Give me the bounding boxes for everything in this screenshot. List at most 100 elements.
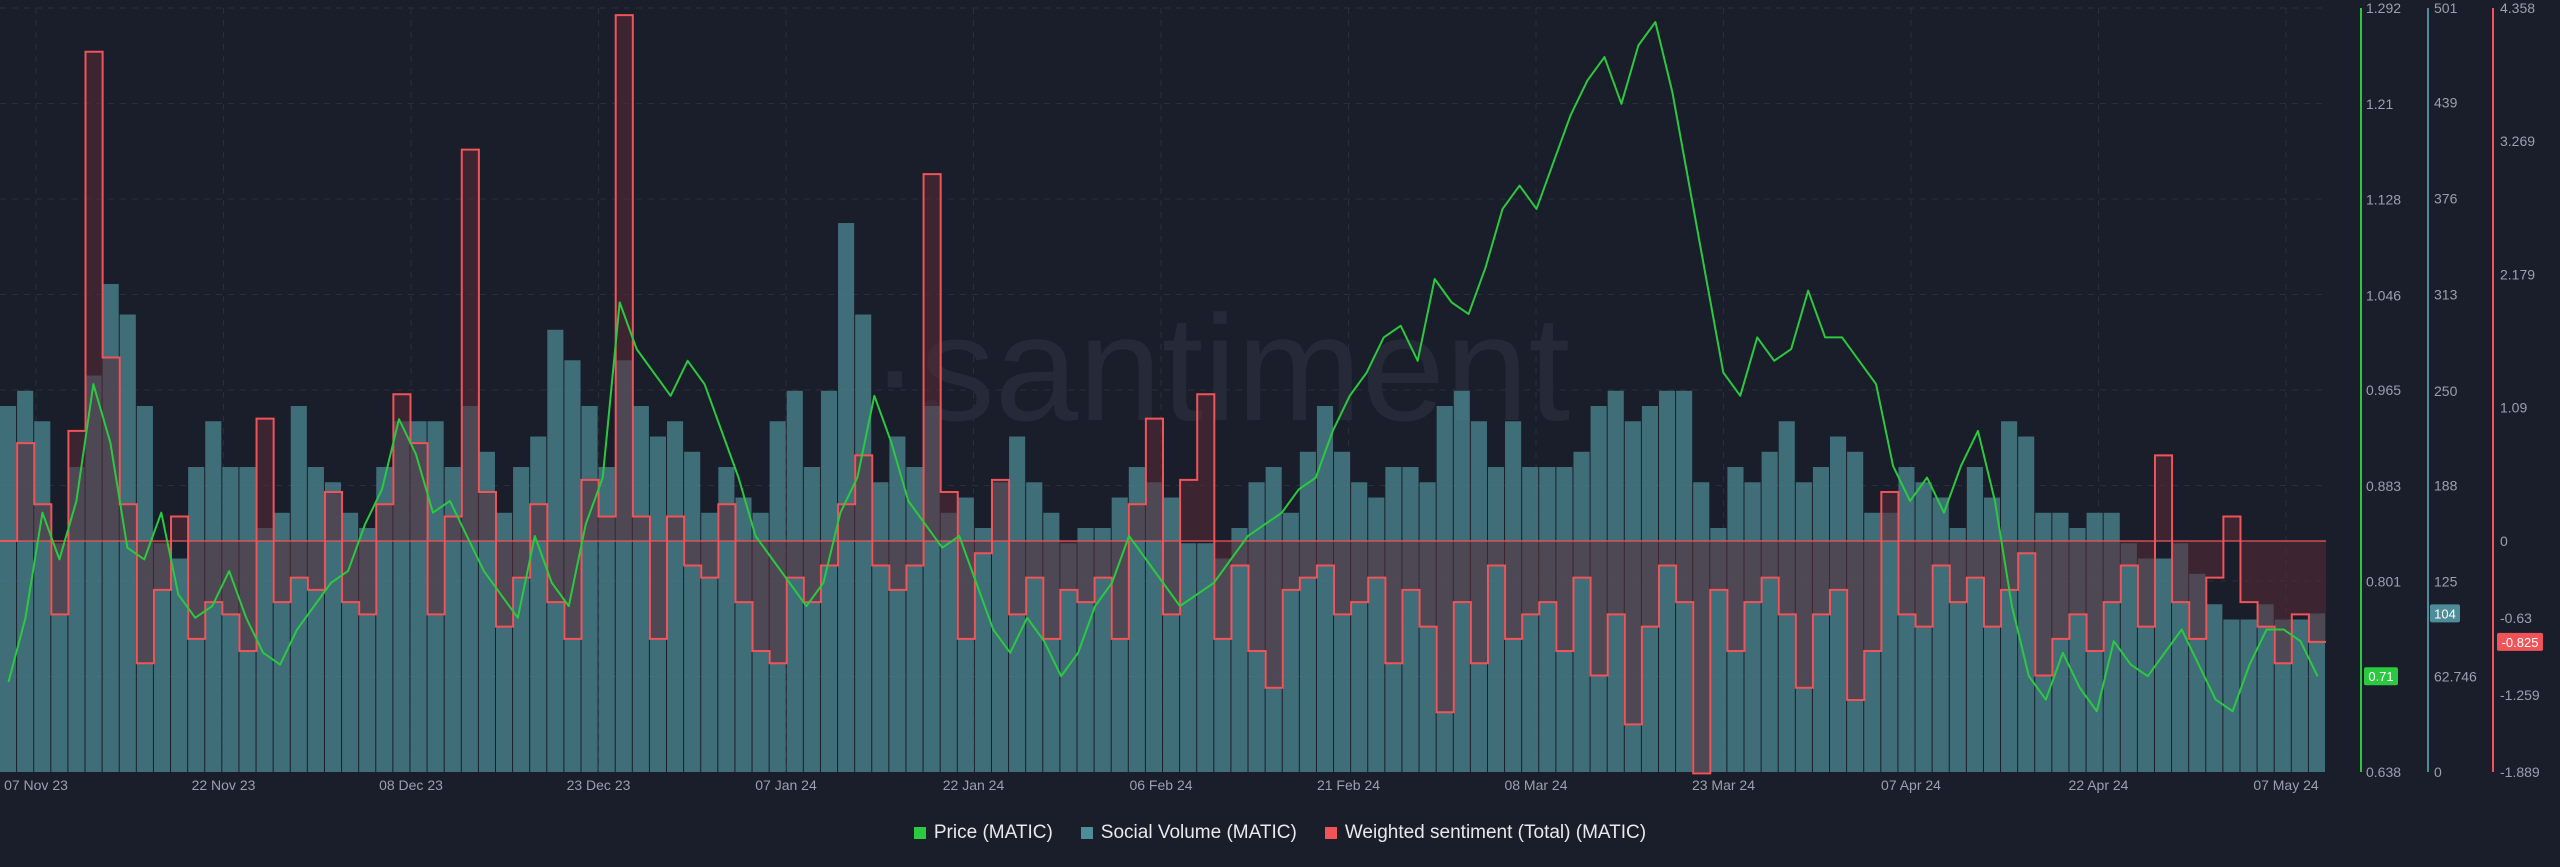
x-tick-label: 07 May 24: [2253, 777, 2319, 793]
price-last-value-tag: 0.71: [2364, 667, 2398, 686]
social-volume-bar: [119, 314, 136, 772]
social-volume-last-value-tag-bg: [2430, 604, 2460, 623]
social-volume-bar: [324, 482, 342, 772]
social-volume-bar: [684, 451, 701, 772]
legend-item-price[interactable]: Price (MATIC): [913, 822, 1053, 844]
price-tick-label: 0.638: [2366, 764, 2401, 780]
sentiment-last-value-tag: -0.825: [2497, 632, 2543, 651]
social-volume-bar: [290, 406, 307, 772]
social-volume-bar: [1658, 390, 1676, 772]
sentiment-tick-label: -1.889: [2500, 764, 2540, 780]
social-volume-bar: [718, 467, 735, 772]
social-volume-bar: [820, 390, 838, 772]
price-tick-label: 0.801: [2366, 574, 2401, 590]
social-volume-tick-label: 125: [2434, 573, 2458, 589]
social-volume-bar: [1231, 528, 1248, 772]
social-volume-tick-label: 250: [2434, 383, 2458, 399]
sentiment-line: [0, 14, 2326, 775]
social-volume-bar: [1812, 467, 1830, 772]
legend-item-social-volume[interactable]: Social Volume (MATIC): [1080, 822, 1297, 844]
price-axis: 1.2921.211.1281.0460.9650.8830.8010.720.…: [2360, 0, 2401, 780]
social-volume-bar: [2120, 543, 2137, 772]
social-volume-bar: [872, 482, 889, 772]
social-volume-bar: [855, 314, 872, 772]
x-tick-label: 08 Dec 23: [379, 777, 443, 793]
social-volume-bar: [1522, 467, 1539, 772]
social-volume-bar: [1351, 482, 1368, 772]
social-volume-bar: [2223, 619, 2240, 772]
social-volume-bar: [735, 497, 752, 772]
sentiment-tick-label: -0.63: [2500, 610, 2532, 626]
social-volume-axis: 501 439 376 313 250 188 125 62.746 0: [2427, 0, 2477, 780]
x-tick-label: 23 Mar 24: [1692, 777, 1755, 793]
social-volume-bar: [1402, 467, 1419, 772]
social-volume-bar: [376, 467, 393, 772]
social-volume-bar: [530, 436, 547, 772]
social-volume-bar: [1983, 497, 2001, 772]
social-volume-bar: [1316, 406, 1334, 772]
social-volume-bar: [2018, 436, 2035, 772]
social-volume-bar: [1368, 497, 1385, 772]
x-tick-label: 07 Nov 23: [4, 777, 68, 793]
x-tick-label: 07 Jan 24: [755, 777, 817, 793]
x-tick-label: 06 Feb 24: [1129, 777, 1192, 793]
social-volume-bar: [153, 543, 171, 772]
social-volume-bar: [256, 528, 273, 772]
social-volume-bar: [1487, 467, 1505, 772]
sentiment-tick-label: 2.179: [2500, 266, 2535, 282]
x-axis: 07 Nov 23 22 Nov 23 08 Dec 23 23 Dec 23 07 J…: [4, 777, 2319, 793]
social-volume-bar: [1761, 451, 1778, 772]
social-volume-bar: [991, 482, 1009, 772]
x-tick-label: 07 Apr 24: [1881, 777, 1941, 793]
social-volume-bar: [974, 528, 991, 772]
social-volume-bar: [1881, 512, 1898, 772]
price-tick-label: 1.292: [2366, 0, 2401, 16]
social-volume-bar: [2257, 604, 2274, 772]
social-volume-bar: [2206, 604, 2223, 772]
x-tick-label: 22 Jan 24: [943, 777, 1005, 793]
social-volume-bar: [1060, 543, 1077, 772]
social-volume-tick-label: 376: [2434, 191, 2458, 207]
social-volume-bar: [786, 390, 803, 772]
social-volume-bar: [1145, 482, 1162, 772]
social-volume-bar: [2240, 619, 2257, 772]
social-volume-bar: [1180, 543, 1197, 772]
x-tick-label: 22 Apr 24: [2069, 777, 2129, 793]
social-volume-bar: [598, 467, 615, 772]
social-volume-bar: [1539, 467, 1556, 772]
social-volume-bar: [667, 421, 684, 772]
social-volume-last-value-tag: 104: [2430, 604, 2460, 623]
social-volume-bar: [1932, 497, 1949, 772]
sentiment-last-value-tag-text: -0.825: [2502, 635, 2539, 650]
social-volume-bar: [1830, 436, 1847, 772]
social-volume-bar: [2001, 421, 2018, 772]
legend: Price (MATIC) Social Volume (MATIC) Weig…: [0, 818, 2560, 848]
social-volume-tick-label: 188: [2434, 477, 2458, 493]
social-volume-bar: [1128, 467, 1145, 772]
social-volume-tick-label: 439: [2434, 95, 2458, 111]
social-volume-bar: [2154, 558, 2172, 772]
social-volume-bar: [803, 467, 820, 772]
price-line: [7, 21, 2319, 713]
social-volume-bar: [171, 558, 188, 772]
legend-item-sentiment[interactable]: Weighted sentiment (Total) (MATIC): [1324, 822, 1646, 844]
sentiment-tick-label: 0: [2500, 533, 2508, 549]
x-tick-label: 22 Nov 23: [192, 777, 256, 793]
social-volume-bar: [1744, 482, 1761, 772]
price-last-value-tag-text: 0.71: [2368, 669, 2393, 684]
sentiment-tick-label: 4.358: [2500, 0, 2535, 16]
sentiment-tick-label: 3.269: [2500, 133, 2535, 149]
legend-label-social-volume: Social Volume (MATIC): [1100, 822, 1297, 843]
social-volume-bar: [906, 467, 923, 772]
social-volume-bar: [513, 467, 530, 772]
social-volume-bar: [2291, 619, 2308, 772]
x-tick-label: 21 Feb 24: [1317, 777, 1380, 793]
social-volume-tick-label: 501: [2434, 0, 2458, 16]
social-volume-last-value-tag-text: 104: [2434, 606, 2456, 621]
price-tick-label: 1.21: [2366, 96, 2393, 112]
legend-swatch-price: [913, 827, 926, 839]
social-volume-bar: [0, 406, 17, 772]
social-volume-bar: [889, 436, 906, 772]
social-volume-bar: [1299, 451, 1316, 772]
social-volume-bar: [222, 467, 239, 772]
